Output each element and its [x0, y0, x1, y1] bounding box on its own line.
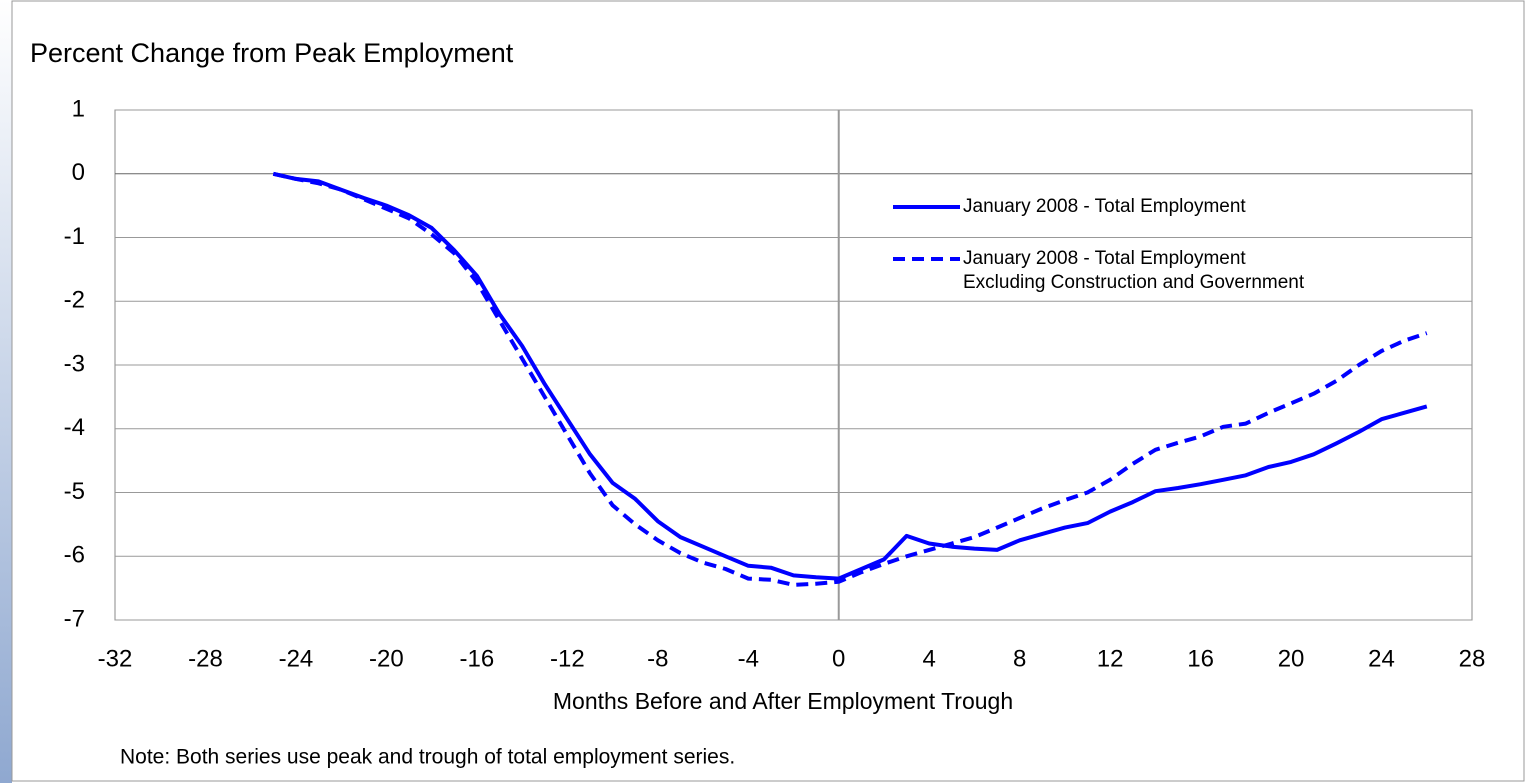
- y-tick-label: -5: [64, 478, 85, 505]
- note: Note: Both series use peak and trough of…: [120, 746, 735, 769]
- y-tick-label: -6: [64, 542, 85, 569]
- y-tick-label: -1: [64, 223, 85, 250]
- y-tick-label: -7: [64, 605, 85, 632]
- x-tick-label: 12: [1097, 645, 1124, 672]
- x-tick-label: -4: [738, 645, 759, 672]
- x-tick-label: -8: [647, 645, 668, 672]
- frame: [11, 0, 1525, 782]
- x-tick-label: 4: [923, 645, 936, 672]
- x-tick-label: -32: [98, 645, 133, 672]
- legend-label: January 2008 - Total Employment Excludin…: [963, 248, 1305, 293]
- x-tick-label: -16: [460, 645, 495, 672]
- x-tick-label: -28: [188, 645, 223, 672]
- x-tick-label: 20: [1278, 645, 1305, 672]
- y-tick-label: -3: [64, 350, 85, 377]
- x-tick-label: -12: [550, 645, 585, 672]
- line-series: [272, 171, 1428, 581]
- x-axis-label: Months Before and After Employment Troug…: [553, 688, 1013, 714]
- y-tick-label: -4: [64, 414, 85, 441]
- y-tick-label: 1: [72, 95, 85, 122]
- y-tick-label: 0: [72, 159, 85, 186]
- x-tick-label: 16: [1187, 645, 1214, 672]
- x-tick-label: -24: [279, 645, 314, 672]
- x-tick-label: 0: [832, 645, 845, 672]
- x-tick-label: 8: [1013, 645, 1026, 672]
- x-tick-label: 24: [1368, 645, 1395, 672]
- legend-label: January 2008 - Total Employment: [963, 196, 1246, 217]
- y-tick-label: -2: [64, 287, 85, 314]
- chart-title: Percent Change from Peak Employment: [30, 38, 514, 68]
- line-series: [272, 171, 1428, 587]
- x-tick-label: -20: [369, 645, 404, 672]
- edge-strip: [0, 0, 12, 783]
- x-tick-label: 28: [1459, 645, 1486, 672]
